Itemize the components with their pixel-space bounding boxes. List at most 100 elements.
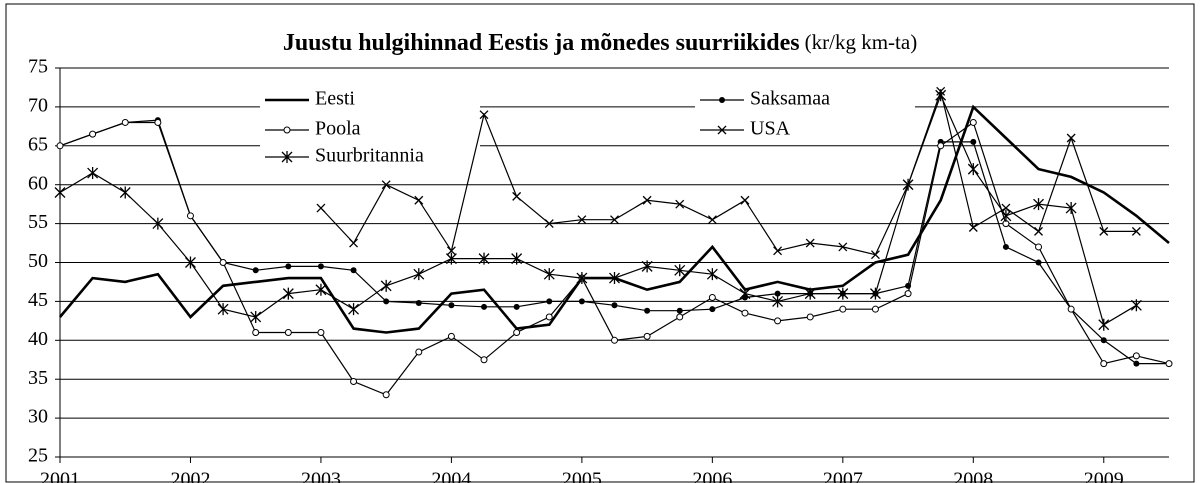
marker (152, 217, 164, 230)
marker (1098, 318, 1110, 331)
legend-label: Saksamaa (750, 88, 830, 110)
marker (380, 279, 392, 292)
marker (644, 307, 651, 314)
marker (317, 263, 324, 270)
chart-title: Juustu hulgihinnad Eestis ja mõnedes suu… (283, 30, 917, 56)
y-tick-label: 25 (28, 445, 48, 467)
marker (282, 287, 294, 300)
marker (445, 252, 457, 265)
marker (805, 238, 815, 248)
marker (348, 303, 360, 316)
marker (643, 332, 651, 340)
marker (804, 287, 816, 300)
y-tick-label: 35 (28, 367, 48, 389)
marker (415, 348, 423, 356)
marker (546, 298, 553, 305)
marker (1002, 243, 1009, 250)
title: Juustu hulgihinnad Eestis ja mõnedes suu… (283, 30, 800, 56)
marker (935, 89, 947, 102)
subtitle: (kr/kg km-ta) (805, 30, 918, 54)
marker (383, 298, 390, 305)
y-tick-label: 75 (28, 56, 48, 78)
y-tick-label: 70 (28, 94, 48, 116)
marker (1130, 299, 1142, 312)
marker (642, 195, 652, 205)
x-tick-label: 2005 (562, 469, 602, 483)
marker (741, 309, 749, 317)
marker (89, 130, 97, 138)
legend-label: Poola (315, 118, 361, 140)
marker (512, 191, 522, 201)
marker (252, 329, 260, 337)
marker (1132, 352, 1140, 360)
marker (676, 307, 683, 314)
marker (1100, 337, 1107, 344)
marker (739, 287, 751, 300)
marker (870, 250, 880, 260)
marker (513, 329, 521, 337)
marker (480, 356, 488, 364)
marker (675, 199, 685, 209)
marker (969, 118, 977, 126)
marker (611, 336, 618, 344)
marker (708, 294, 716, 302)
marker (1035, 243, 1043, 251)
marker (611, 302, 618, 309)
marker (284, 329, 292, 337)
marker (283, 126, 291, 134)
chart-frame (5, 3, 1195, 483)
marker (414, 195, 424, 205)
y-tick-label: 55 (28, 211, 48, 233)
marker (577, 215, 587, 225)
marker (447, 332, 455, 340)
series-line (320, 89, 1137, 256)
marker (511, 252, 523, 265)
marker (968, 223, 978, 232)
marker (774, 317, 782, 325)
marker (349, 238, 359, 248)
x-tick-label: 2006 (692, 469, 732, 483)
marker (446, 246, 456, 256)
marker (415, 299, 422, 306)
marker (773, 246, 783, 256)
marker (1000, 209, 1012, 222)
marker (350, 378, 358, 386)
marker (54, 186, 66, 199)
marker (1131, 226, 1141, 236)
marker (1165, 360, 1173, 368)
marker (1065, 202, 1077, 215)
marker (871, 305, 879, 313)
y-tick-label: 60 (28, 172, 48, 194)
marker (774, 290, 781, 297)
marker (967, 163, 979, 176)
marker (281, 151, 293, 163)
marker (1100, 360, 1108, 368)
x-tick-label: 2008 (953, 469, 993, 483)
y-tick-label: 45 (28, 289, 48, 311)
marker (674, 264, 686, 277)
x-tick-label: 2009 (1084, 469, 1124, 483)
x-tick-label: 2003 (301, 469, 341, 483)
marker (219, 259, 227, 266)
marker (838, 242, 848, 252)
x-tick-label: 2007 (823, 469, 863, 483)
legend-label: Suurbritannia (315, 145, 424, 167)
marker (719, 97, 725, 103)
y-tick-label: 30 (28, 406, 48, 428)
marker (1001, 203, 1011, 213)
marker (186, 212, 194, 220)
marker (545, 313, 553, 321)
marker (250, 310, 262, 323)
marker (479, 110, 489, 120)
marker (381, 180, 391, 190)
marker (481, 303, 488, 310)
marker (970, 138, 977, 145)
marker (869, 287, 881, 300)
marker (1066, 133, 1076, 143)
marker (154, 118, 162, 126)
marker (513, 303, 520, 310)
marker (544, 219, 554, 229)
marker (1133, 360, 1140, 367)
marker (717, 125, 727, 135)
